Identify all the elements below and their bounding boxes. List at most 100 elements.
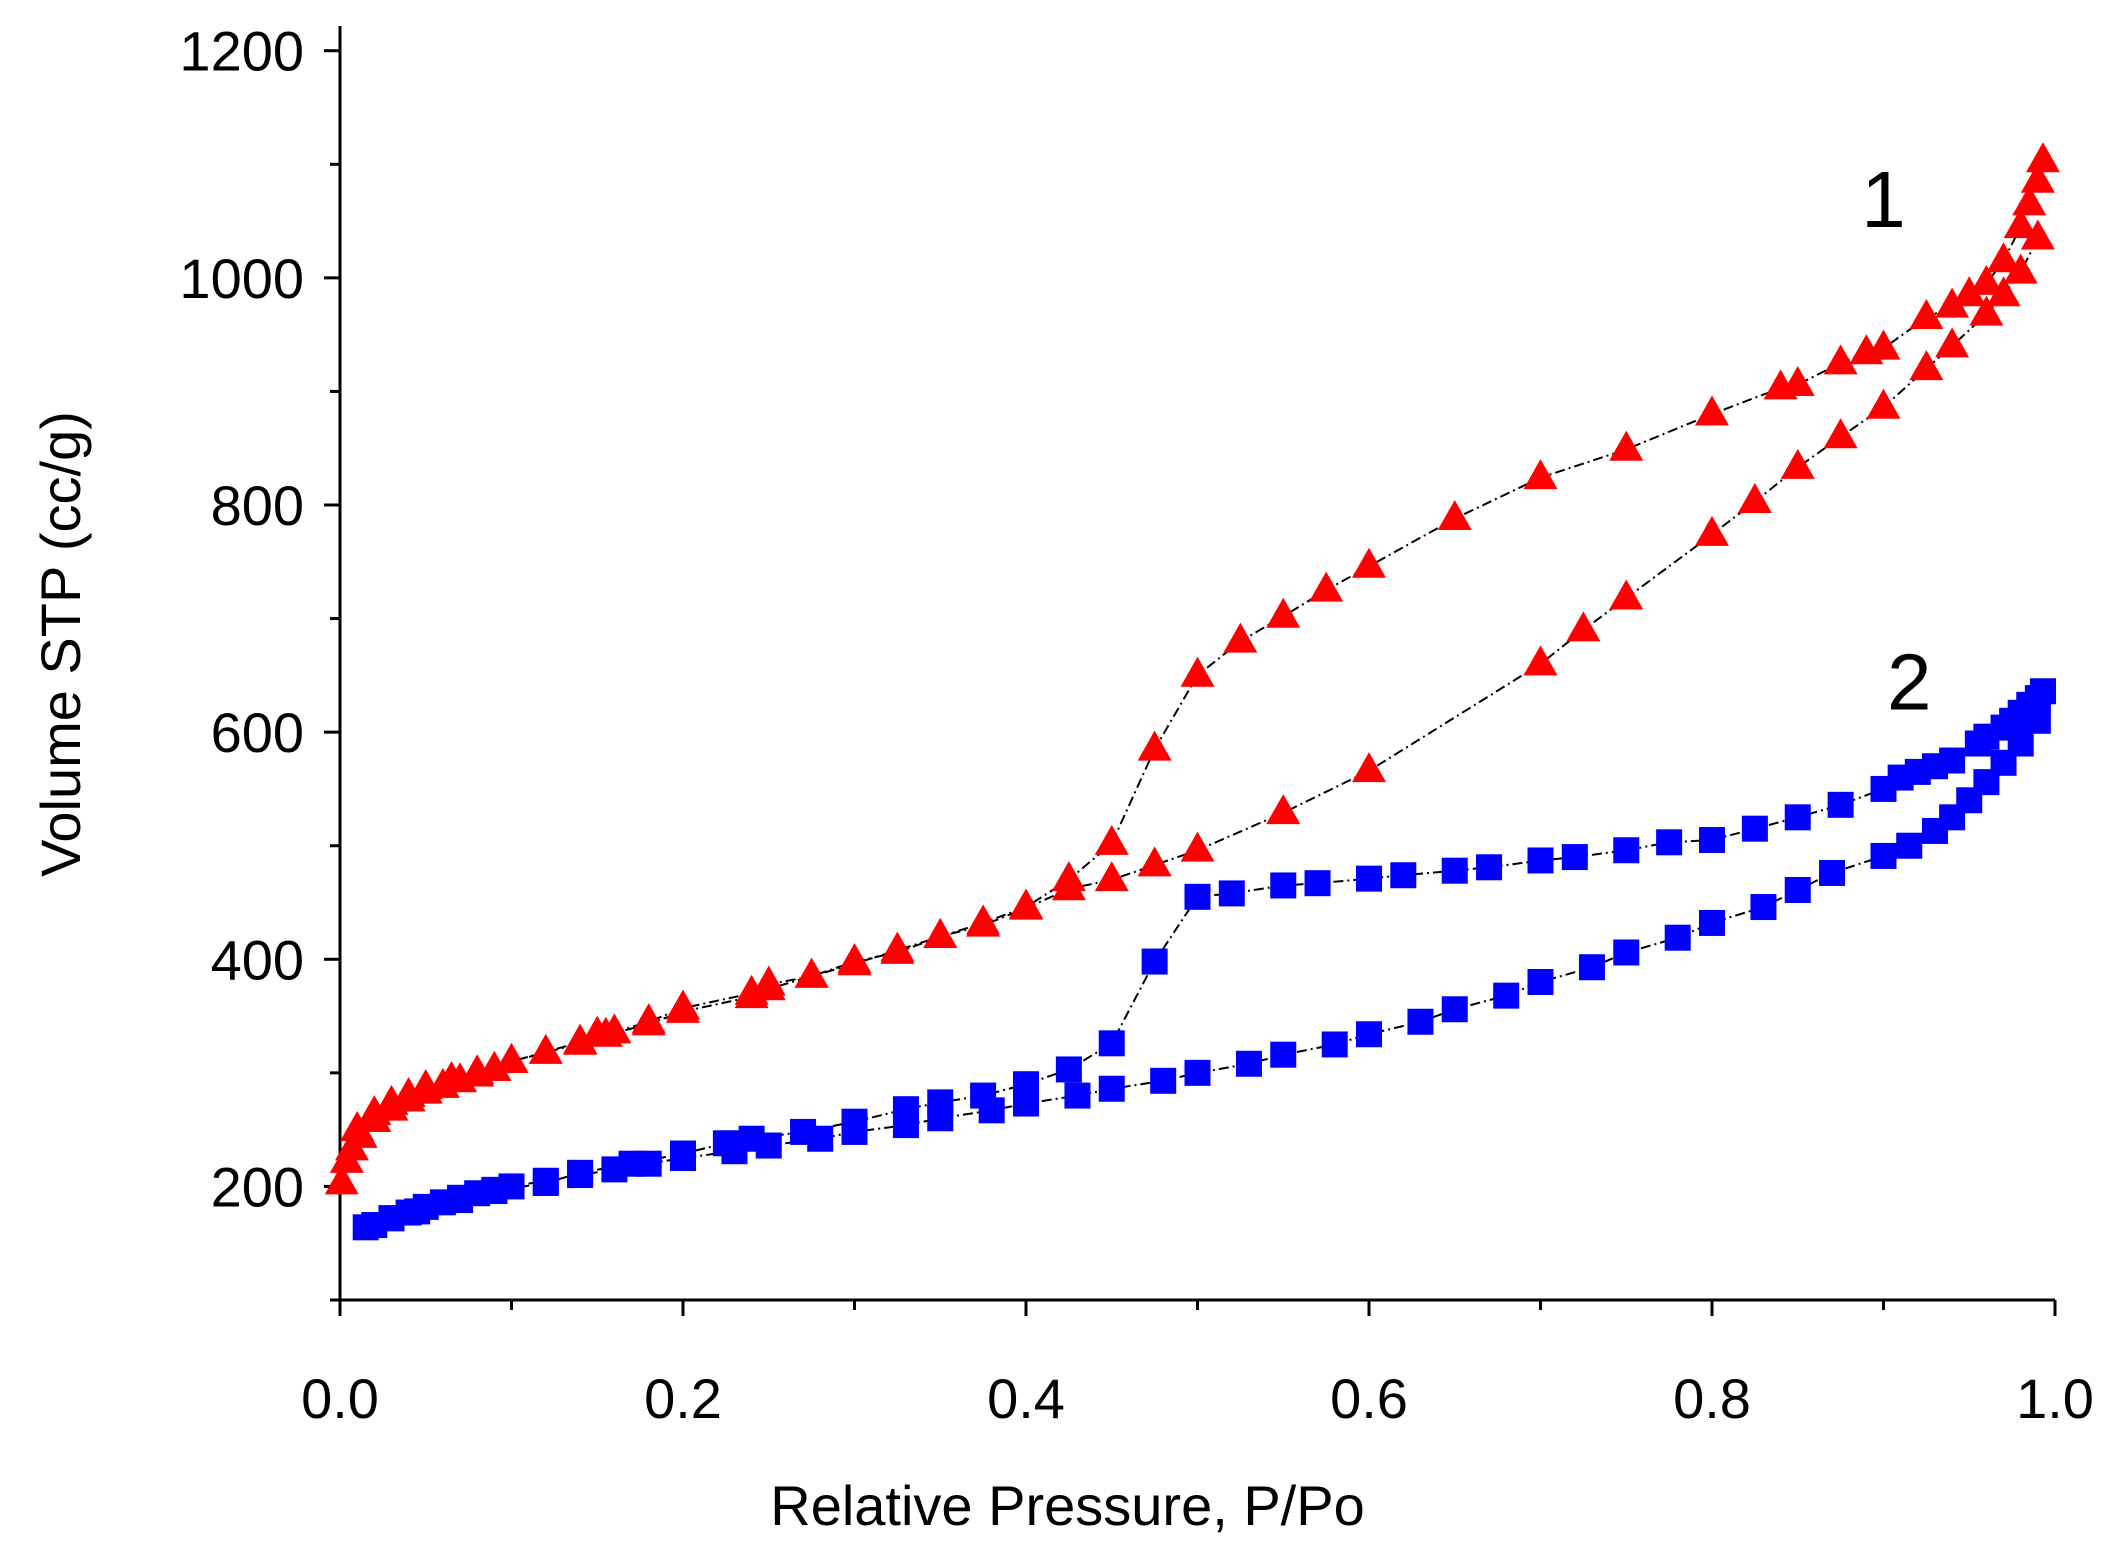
y-tick-label: 1000 — [179, 247, 304, 310]
data-point-triangle — [2003, 208, 2038, 239]
x-axis-ticks: 0.0 0.2 0.4 0.6 0.8 1.0 — [301, 1300, 2094, 1430]
data-point-square — [1407, 1008, 1434, 1035]
x-tick-label: 0.0 — [301, 1367, 379, 1430]
data-point-triangle — [340, 1111, 375, 1142]
y-axis-title: Volume STP (cc/g) — [29, 411, 92, 877]
data-point-square — [1356, 865, 1382, 892]
series-label-2: 2 — [1887, 637, 1932, 726]
data-point-triangle — [837, 945, 872, 976]
data-point-square — [1699, 909, 1725, 936]
data-point-triangle — [1094, 824, 1129, 855]
data-point-triangle — [1309, 571, 1344, 602]
data-point-triangle — [528, 1033, 563, 1064]
y-axis-ticks: 200 400 600 800 1000 1200 — [179, 20, 340, 1302]
data-point-triangle — [324, 1164, 359, 1195]
data-point-square — [447, 1187, 474, 1214]
series-1 — [324, 142, 2060, 1195]
data-point-triangle — [1223, 622, 1258, 653]
data-point-triangle — [1952, 276, 1987, 307]
data-point-triangle — [1780, 448, 1815, 479]
data-point-triangle — [1849, 334, 1884, 365]
data-point-square — [1784, 877, 1811, 904]
data-point-triangle — [734, 974, 769, 1005]
data-point-triangle — [1609, 430, 1644, 461]
data-point-square — [1750, 894, 1777, 921]
data-point-square — [1578, 954, 1605, 981]
data-point-triangle — [408, 1069, 443, 1100]
data-point-square — [1561, 844, 1588, 871]
data-point-square — [1150, 1067, 1177, 1094]
data-point-square — [1270, 1041, 1297, 1068]
data-point-square — [1184, 1059, 1211, 1086]
x-axis-title: Relative Pressure, P/Po — [770, 1474, 1364, 1537]
data-point-square — [712, 1130, 739, 1157]
y-tick-label: 600 — [211, 701, 304, 764]
data-point-triangle — [1137, 730, 1172, 761]
data-point-triangle — [1266, 794, 1301, 825]
data-point-square — [1441, 996, 1468, 1023]
data-point-triangle — [1009, 888, 1043, 919]
data-point-triangle — [1523, 645, 1558, 676]
data-point-triangle — [1094, 861, 1129, 892]
data-point-triangle — [794, 957, 829, 988]
data-point-triangle — [1609, 579, 1644, 610]
data-point-triangle — [1986, 242, 2021, 273]
data-point-triangle — [631, 1003, 666, 1034]
data-point-square — [1664, 924, 1691, 951]
data-point-square — [1390, 862, 1417, 889]
data-point-triangle — [1909, 299, 1944, 330]
data-point-square — [1441, 857, 1468, 884]
data-point-square — [481, 1177, 508, 1204]
y-tick-label: 200 — [211, 1155, 304, 1218]
data-point-triangle — [1437, 500, 1472, 531]
data-point-triangle — [1566, 611, 1601, 642]
data-point-triangle — [1969, 295, 2004, 326]
data-point-square — [1098, 1030, 1125, 1057]
data-point-triangle — [1695, 515, 1729, 546]
data-point-triangle — [1969, 264, 2004, 295]
data-point-square — [1235, 1050, 1262, 1077]
data-point-square — [618, 1150, 645, 1177]
series-layer — [324, 142, 2060, 1241]
data-point-triangle — [460, 1054, 495, 1085]
data-point-triangle — [563, 1023, 598, 1054]
data-point-square — [1613, 837, 1640, 864]
data-point-triangle — [374, 1084, 409, 1115]
data-point-triangle — [434, 1061, 469, 1092]
data-point-square — [1784, 804, 1811, 831]
x-tick-label: 0.2 — [644, 1367, 722, 1430]
data-point-square — [1321, 1031, 1348, 1058]
data-point-square — [352, 1214, 379, 1241]
data-point-triangle — [1695, 395, 1729, 426]
data-point-triangle — [1180, 656, 1215, 687]
data-point-triangle — [1935, 287, 1970, 318]
data-point-triangle — [1866, 388, 1901, 419]
data-point-square — [970, 1082, 997, 1109]
data-point-square — [927, 1089, 954, 1116]
data-point-triangle — [1523, 459, 1558, 490]
data-point-square — [670, 1140, 696, 1167]
data-point-triangle — [2003, 253, 2038, 284]
data-point-triangle — [1823, 418, 1858, 449]
data-point-triangle — [666, 989, 700, 1020]
data-point-square — [738, 1125, 765, 1152]
series-2 — [352, 678, 2056, 1241]
data-point-square — [404, 1198, 431, 1225]
data-point-square — [1656, 829, 1683, 856]
data-point-triangle — [391, 1076, 426, 1107]
data-point-triangle — [1051, 861, 1086, 892]
data-point-square — [1218, 880, 1245, 907]
data-point-triangle — [880, 931, 915, 962]
data-point-triangle — [1137, 846, 1172, 877]
data-point-square — [1141, 948, 1168, 975]
data-point-square — [567, 1159, 594, 1186]
data-point-square — [892, 1096, 919, 1123]
y-tick-label: 1200 — [179, 20, 304, 83]
data-point-triangle — [1935, 327, 1970, 358]
data-point-triangle — [966, 904, 1001, 935]
data-point-square — [378, 1205, 405, 1232]
data-point-square — [1098, 1075, 1125, 1102]
data-point-square — [1870, 842, 1897, 869]
data-point-square — [532, 1170, 559, 1197]
data-point-square — [1013, 1071, 1039, 1098]
